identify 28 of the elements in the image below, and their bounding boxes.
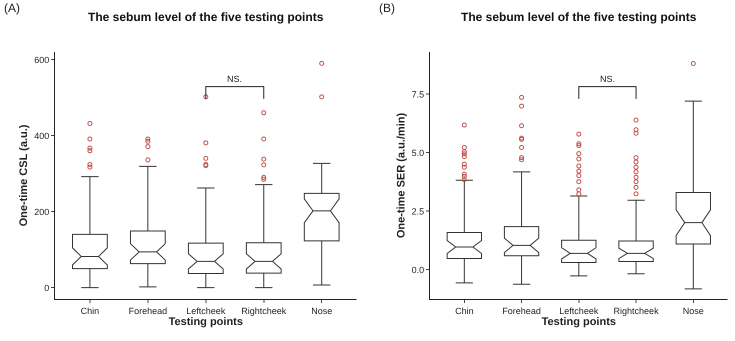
x-tick-label: Leftcheek: [559, 306, 599, 316]
y-tick-label: 7.5: [412, 89, 424, 100]
text: (B): [379, 1, 395, 15]
x-axis-title: Testing points: [542, 316, 616, 328]
y-axis-title: One-time SER (a.u./min): [395, 112, 408, 238]
chart-title: The sebum level of the five testing points: [88, 10, 324, 24]
y-tick-label: 0.0: [412, 264, 424, 275]
x-tick-label: Chin: [455, 306, 474, 316]
x-tick-label: Forehead: [502, 306, 541, 316]
annotation: NS.: [227, 74, 242, 84]
x-tick-label: Rightcheek: [241, 306, 287, 316]
y-tick-label: 400: [34, 130, 50, 141]
x-tick-label: Leftcheek: [186, 306, 226, 316]
y-tick-label: 5.0: [412, 148, 424, 158]
y-tick-label: 600: [34, 54, 50, 65]
x-tick-label: Nose: [311, 306, 332, 316]
y-tick-label: 0: [44, 282, 50, 293]
y-tick-label: 200: [34, 206, 50, 217]
chart-title: The sebum level of the five testing points: [461, 10, 697, 24]
x-axis-title: Testing points: [168, 316, 243, 328]
annotation: NS.: [600, 74, 616, 84]
y-axis-title: One-time CSL (a.u.): [18, 124, 30, 226]
text: (A): [4, 1, 20, 15]
x-tick-label: Nose: [682, 306, 704, 316]
x-tick-label: Forehead: [128, 306, 168, 316]
x-tick-label: Chin: [80, 306, 100, 316]
x-tick-label: Rightcheek: [614, 306, 660, 316]
y-tick-label: 2.5: [412, 206, 424, 216]
